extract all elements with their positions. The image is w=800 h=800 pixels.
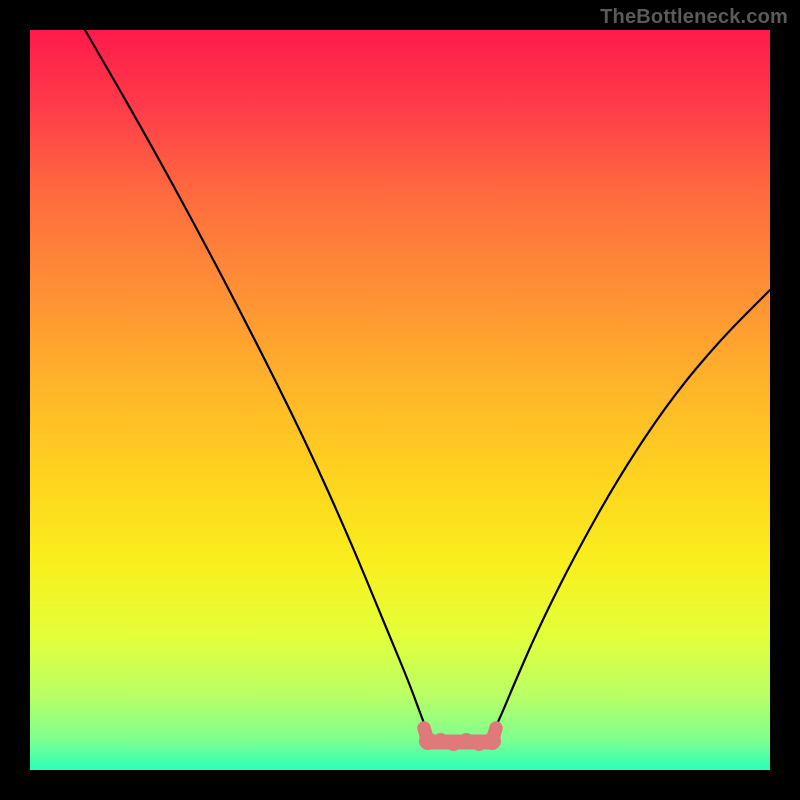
curve-flat-bottom xyxy=(419,728,501,751)
plot-area xyxy=(30,30,770,770)
bottleneck-curve xyxy=(30,30,770,770)
chart-frame: TheBottleneck.com xyxy=(0,0,800,800)
curve-right-branch xyxy=(492,290,770,734)
curve-left-branch xyxy=(85,30,428,734)
watermark-text: TheBottleneck.com xyxy=(600,6,788,29)
